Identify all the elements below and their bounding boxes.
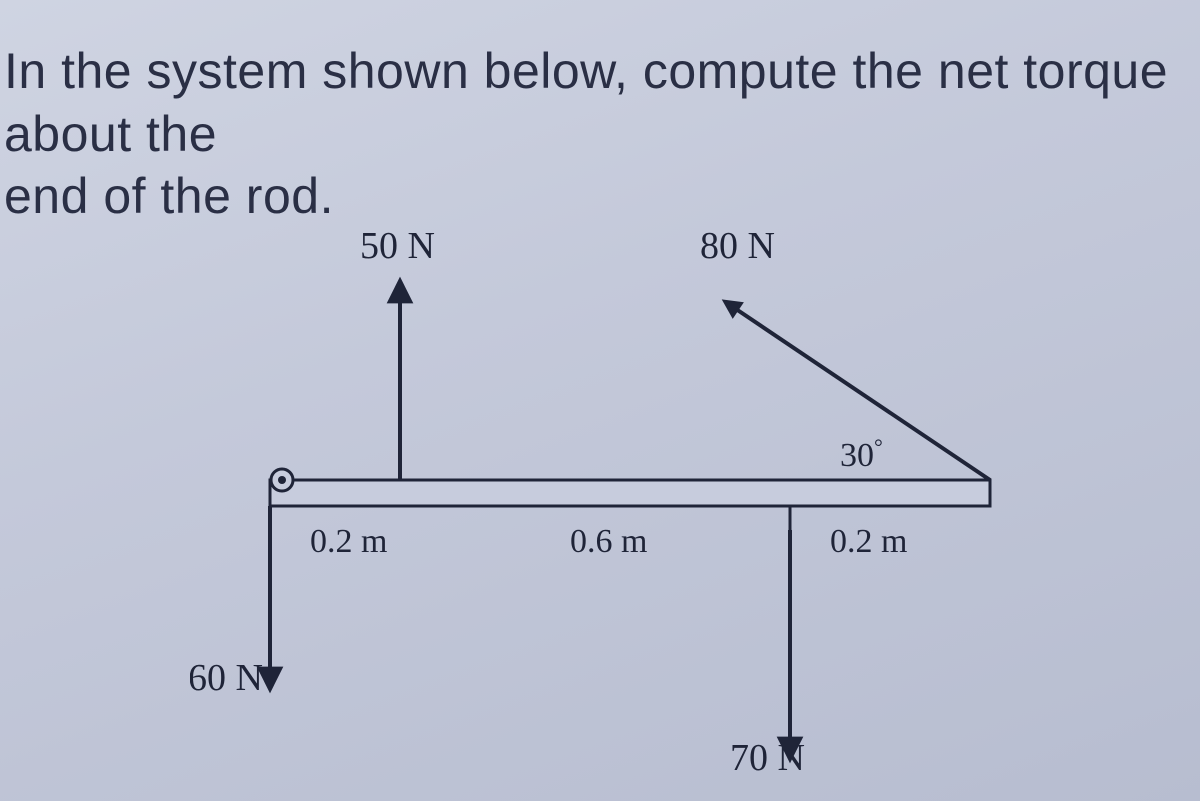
dim-0-6m: 0.6 m: [570, 523, 647, 560]
angle-30: 30°: [840, 434, 883, 474]
angle-value: 30: [840, 437, 874, 474]
question-line-1: In the system shown below, compute the n…: [4, 40, 1200, 165]
svg-text:30°: 30°: [840, 434, 883, 474]
pivot: [271, 469, 293, 491]
torque-diagram: 50 N 80 N 30° 60 N 70 N 0.2 m 0.6 m 0.2 …: [190, 230, 1010, 790]
force-70n: 70 N: [730, 530, 805, 779]
angle-degree-symbol: °: [874, 434, 883, 459]
force-60n-label: 60 N: [190, 657, 263, 699]
question-text: In the system shown below, compute the n…: [0, 40, 1200, 228]
force-60n: 60 N: [190, 506, 270, 699]
force-50n-label: 50 N: [360, 230, 435, 267]
rod: [270, 480, 990, 506]
force-50n: 50 N: [360, 230, 435, 480]
question-line-2: end of the rod.: [4, 165, 1200, 228]
dim-0-2m-right: 0.2 m: [830, 523, 907, 560]
dim-0-2m-left: 0.2 m: [310, 523, 387, 560]
force-80n-label: 80 N: [700, 230, 775, 267]
force-70n-label: 70 N: [730, 737, 805, 779]
